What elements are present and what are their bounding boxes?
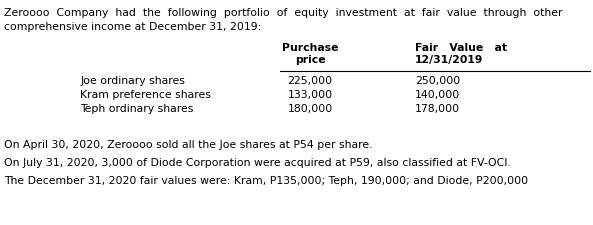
Text: Zeroooo  Company  had  the  following  portfolio  of  equity  investment  at  fa: Zeroooo Company had the following portfo…: [4, 8, 563, 18]
Text: 225,000: 225,000: [288, 76, 333, 86]
Text: The December 31, 2020 fair values were: Kram, P135,000; Teph, 190,000; and Diode: The December 31, 2020 fair values were: …: [4, 176, 528, 186]
Text: On April 30, 2020, Zeroooo sold all the Joe shares at P54 per share.: On April 30, 2020, Zeroooo sold all the …: [4, 140, 372, 150]
Text: 250,000: 250,000: [415, 76, 460, 86]
Text: Joe ordinary shares: Joe ordinary shares: [80, 76, 185, 86]
Text: 140,000: 140,000: [415, 90, 460, 100]
Text: 178,000: 178,000: [415, 104, 460, 114]
Text: Fair   Value   at: Fair Value at: [415, 43, 507, 53]
Text: On July 31, 2020, 3,000 of Diode Corporation were acquired at P59, also classifi: On July 31, 2020, 3,000 of Diode Corpora…: [4, 158, 511, 168]
Text: comprehensive income at December 31, 2019:: comprehensive income at December 31, 201…: [4, 22, 262, 32]
Text: 12/31/2019: 12/31/2019: [415, 55, 483, 65]
Text: 133,000: 133,000: [288, 90, 333, 100]
Text: Teph ordinary shares: Teph ordinary shares: [80, 104, 193, 114]
Text: price: price: [295, 55, 326, 65]
Text: 180,000: 180,000: [288, 104, 333, 114]
Text: Purchase: Purchase: [282, 43, 338, 53]
Text: Kram preference shares: Kram preference shares: [80, 90, 211, 100]
